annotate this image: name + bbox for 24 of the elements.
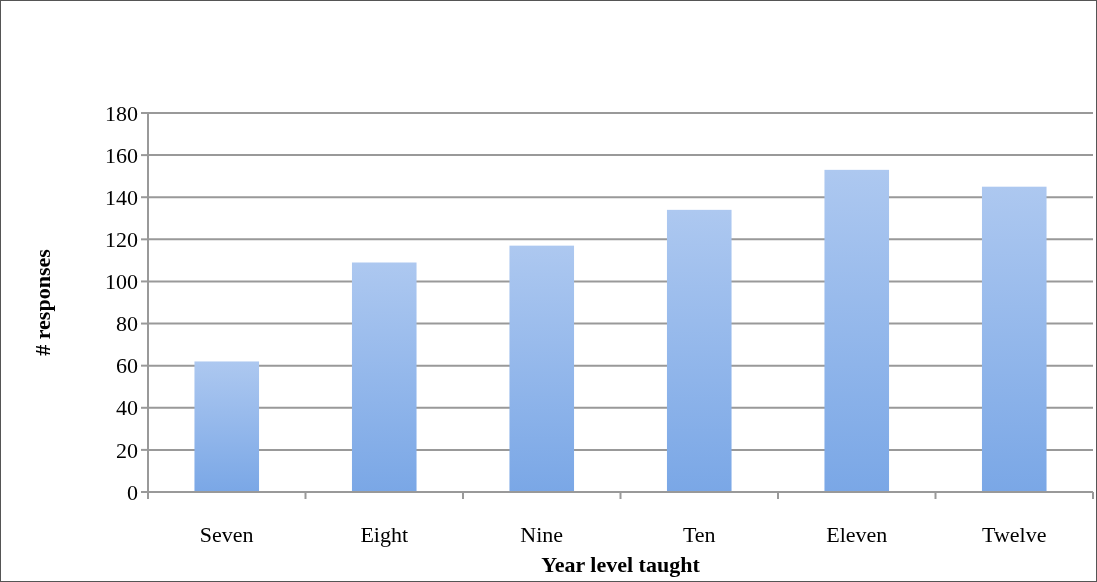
y-tick-label: 100	[105, 269, 138, 295]
x-tick-label: Eight	[360, 522, 409, 547]
y-tick-label: 0	[127, 479, 138, 505]
bar	[666, 209, 732, 492]
y-axis-title: # responses	[30, 248, 55, 356]
y-tick-label: 160	[105, 142, 138, 168]
x-tick-label: Ten	[682, 522, 716, 547]
x-tick-label: Seven	[199, 522, 254, 547]
bar	[824, 169, 890, 492]
bar	[351, 262, 417, 492]
y-tick-label: 120	[105, 227, 138, 253]
x-tick-label: Twelve	[982, 522, 1047, 547]
y-tick-label: 140	[105, 184, 138, 210]
bar	[194, 361, 260, 492]
x-axis-title: Year level taught	[541, 552, 701, 577]
bar	[981, 186, 1047, 492]
y-tick-label: 180	[105, 100, 138, 126]
bar	[509, 245, 575, 492]
y-tick-label: 60	[116, 353, 138, 379]
y-tick-label: 40	[116, 395, 138, 421]
y-tick-label: 80	[116, 311, 138, 337]
x-tick-label: Eleven	[826, 522, 888, 547]
x-tick-label: Nine	[520, 522, 564, 547]
y-tick-label: 20	[116, 437, 138, 463]
